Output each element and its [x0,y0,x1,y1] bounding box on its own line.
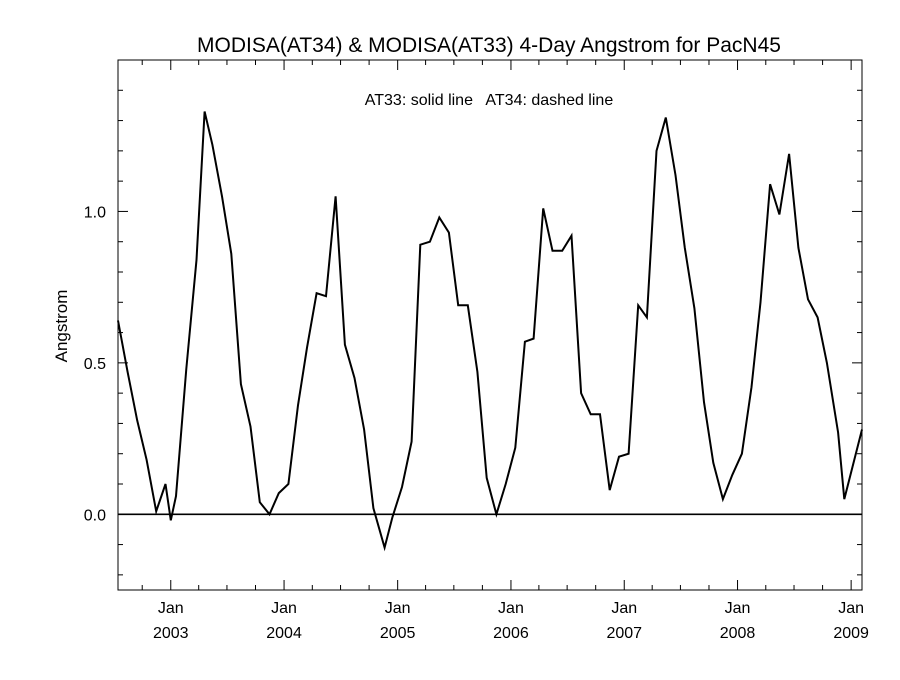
x-tick-label-year: 2005 [380,625,416,642]
y-tick-label: 0.0 [84,507,106,524]
x-tick-label-year: 2006 [493,625,529,642]
x-tick-label-year: 2008 [720,625,756,642]
x-tick-label-month: Jan [385,600,411,617]
x-tick-label-month: Jan [838,600,864,617]
x-tick-label-year: 2003 [153,625,189,642]
plot-frame [117,59,863,591]
x-tick-label-month: Jan [611,600,637,617]
y-tick-label: 0.5 [84,356,106,373]
x-tick-label-month: Jan [725,600,751,617]
marks-group [117,111,863,552]
x-tick-label-year: 2007 [606,625,642,642]
x-tick-label-month: Jan [158,600,184,617]
x-tick-label-year: 2004 [266,625,302,642]
y-axis-label: Angstrom [52,290,71,363]
chart-title: MODISA(AT34) & MODISA(AT33) 4-Day Angstr… [197,34,781,57]
series-line-solid [117,111,863,552]
x-tick-label-year: 2009 [833,625,869,642]
legend-annotation: AT33: solid line AT34: dashed line [365,92,614,109]
axes-group: 0.0 0.5 1.0 Jan 2003 Jan 2004 Jan 2005 Jan 2006 Jan… [84,59,869,642]
y-tick-label: 1.0 [84,204,106,221]
x-tick-label-month: Jan [271,600,297,617]
x-tick-label-month: Jan [498,600,524,617]
